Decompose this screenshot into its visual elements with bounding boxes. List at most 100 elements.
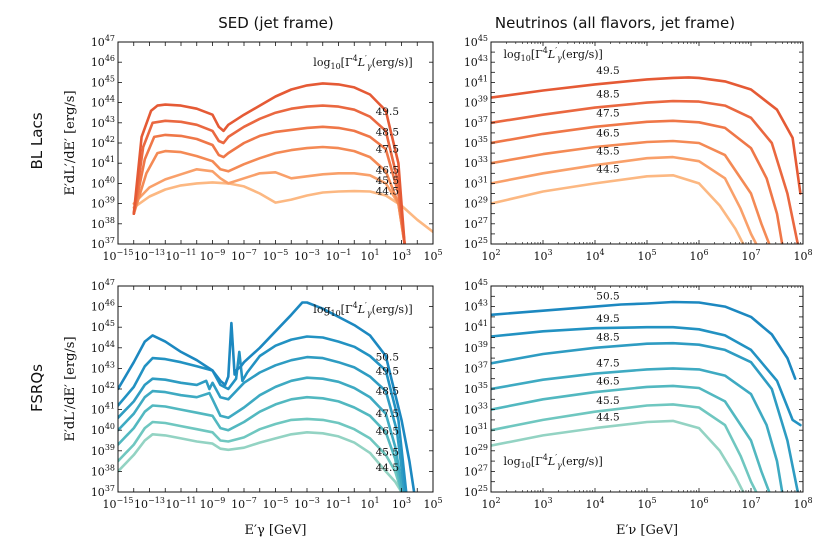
series-line-47.5: [132, 125, 406, 244]
x-tick-label: 10−9: [200, 248, 226, 263]
y-tick-label: 1045: [91, 74, 115, 89]
y-tick-label: 1027: [464, 216, 488, 231]
x-tick-label: 101: [360, 496, 379, 511]
y-tick-label: 1041: [91, 402, 115, 417]
x-tick-label: 105: [423, 248, 442, 263]
y-tick-label: 1042: [91, 135, 115, 150]
series-label-45.5: 45.5: [376, 175, 399, 187]
x-tick-label: 104: [585, 248, 604, 263]
y-tick-label: 1043: [464, 54, 488, 69]
x-tick-label: 106: [689, 248, 708, 263]
series-line-46.5: [491, 139, 771, 244]
series-label-44.5: 44.5: [376, 186, 399, 198]
series-group: [491, 76, 802, 244]
series-line-48.5: [491, 99, 800, 244]
series-line-47.5: [118, 376, 405, 492]
x-tick-label: 103: [392, 496, 411, 511]
x-tick-label: 107: [741, 248, 760, 263]
series-line-49.5: [118, 335, 408, 492]
y-axis: 1037 1038 1039 1040 1041 1042 1043 1044 1045 1046…: [91, 278, 433, 499]
y-tick-label: 1038: [91, 463, 115, 478]
x-tick-label: 10−3: [294, 496, 320, 511]
x-tick-label: 10−11: [166, 248, 197, 263]
y-tick-label: 1042: [91, 381, 115, 396]
series-label-49.5: 49.5: [596, 65, 619, 77]
panel-neutrinos-fsrqs: 44.5 45.5 46.5 47.5 48.5 49.5 50.5 102 103 104 105…: [464, 278, 813, 538]
panel-sed-fsrqs: 44.545.546.547.548.549.550.510−15 10−13 10…: [63, 278, 443, 538]
x-tick-label: 10−15: [103, 248, 134, 263]
y-tick-label: 1031: [464, 422, 488, 437]
y-tick-label: 1044: [91, 340, 115, 355]
y-tick-label: 1041: [464, 74, 488, 89]
x-tick-label: 107: [741, 496, 760, 511]
y-tick-label: 1033: [464, 402, 488, 417]
y-tick-label: 1045: [464, 34, 488, 49]
series-label-48.5: 48.5: [376, 126, 399, 138]
series-line-50.5: [491, 300, 797, 380]
y-tick-label: 1043: [464, 299, 488, 314]
x-tick-label: 103: [392, 248, 411, 263]
x-tick-label: 101: [360, 248, 379, 263]
series-label-45.5: 45.5: [596, 145, 619, 157]
y-tick-label: 1035: [464, 381, 488, 396]
series-line-46.5: [118, 395, 403, 492]
series-label-45.5: 45.5: [596, 395, 619, 407]
series-line-49.5: [491, 325, 802, 427]
y-tick-label: 1039: [91, 443, 115, 458]
x-axis: 102 103 104 105 106 107 108: [481, 286, 813, 511]
series-label-46.5: 46.5: [596, 376, 619, 388]
series-line-50.5: [118, 301, 416, 492]
x-tick-label: 106: [689, 496, 708, 511]
series-line-44.5: [491, 419, 745, 492]
y-tick-label: 1045: [91, 319, 115, 334]
x-tick-label: 105: [423, 496, 442, 511]
row-label-fsrqs: FSRQs: [28, 364, 46, 412]
y-axis-label: E′dL′/dE′ [erg/s]: [63, 336, 78, 441]
series-label-45.5: 45.5: [376, 447, 399, 459]
y-tick-label: 1037: [91, 236, 115, 251]
x-axis: 10−15 10−13 10−11 10−9 10−7 10−5 10−3 10−1 101 10…: [103, 286, 443, 511]
series-line-46.5: [491, 384, 771, 492]
y-tick-label: 1046: [91, 54, 115, 69]
y-tick-label: 1029: [464, 443, 488, 458]
y-tick-label: 1046: [91, 299, 115, 314]
col-title-sed: SED (jet frame): [218, 14, 334, 32]
x-tick-label: 10−13: [134, 248, 165, 263]
series-label-44.5: 44.5: [596, 411, 619, 423]
x-tick-label: 10−1: [326, 496, 352, 511]
x-tick-label: 10−15: [103, 496, 134, 511]
series-line-49.5: [491, 76, 802, 195]
series-label-47.5: 47.5: [376, 144, 399, 156]
y-axis: 1025 1027 1029 1031 1033 1035 1037 1039 1041 1043…: [464, 278, 803, 499]
series-group: [491, 300, 802, 492]
y-tick-label: 1045: [464, 278, 488, 293]
series-label-49.5: 49.5: [596, 313, 619, 325]
y-tick-label: 1041: [91, 155, 115, 170]
x-axis-label: E′ν [GeV]: [616, 523, 678, 538]
legend-title: log10[Γ4L′γ(erg/s)]: [313, 54, 412, 71]
y-tick-label: 1037: [464, 360, 488, 375]
series-label-46.5: 46.5: [376, 426, 399, 438]
x-tick-label: 10−5: [263, 248, 289, 263]
y-tick-label: 1043: [91, 115, 115, 130]
x-tick-label: 103: [533, 248, 552, 263]
y-tick-label: 1039: [464, 340, 488, 355]
series-line-49.5: [132, 82, 406, 244]
series-label-48.5: 48.5: [376, 386, 399, 398]
x-axis-label: E′γ [GeV]: [245, 523, 307, 538]
x-tick-label: 103: [533, 496, 552, 511]
series-label-50.5: 50.5: [596, 290, 619, 302]
x-tick-label: 102: [481, 248, 500, 263]
series-label-46.5: 46.5: [596, 128, 619, 140]
series-line-48.5: [132, 104, 406, 244]
x-tick-label: 10−9: [200, 496, 226, 511]
y-tick-label: 1025: [464, 236, 488, 251]
row-label-bllacs: BL Lacs: [28, 112, 46, 169]
y-axis: 1025 1027 1029 1031 1033 1035 1037 1039 1041 1043…: [464, 34, 803, 251]
series-line-44.5: [118, 431, 403, 492]
col-title-neutrinos: Neutrinos (all flavors, jet frame): [495, 14, 735, 32]
y-tick-label: 1029: [464, 196, 488, 211]
series-label-47.5: 47.5: [596, 357, 619, 369]
y-tick-label: 1037: [91, 484, 115, 499]
